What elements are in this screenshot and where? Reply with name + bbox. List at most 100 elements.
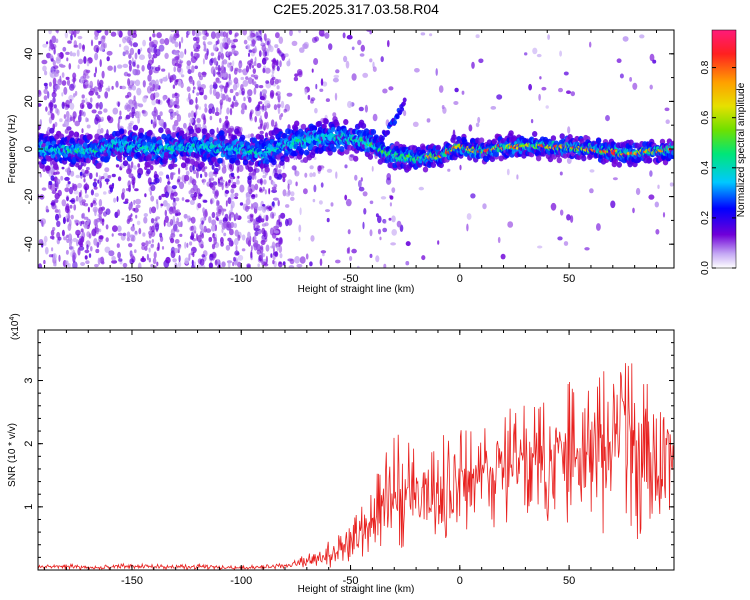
heatmap-cell xyxy=(545,105,549,109)
heatmap-cell xyxy=(49,107,53,114)
heatmap-cell xyxy=(48,254,54,258)
heatmap-cell xyxy=(95,227,100,233)
heatmap-cell xyxy=(475,122,480,128)
heatmap-cell xyxy=(260,200,265,209)
heatmap-cell xyxy=(263,122,268,128)
heatmap-cell xyxy=(516,174,519,180)
heatmap-cell xyxy=(589,169,595,173)
heatmap-cell xyxy=(271,61,275,70)
heatmap-cell xyxy=(135,198,142,205)
heatmap-cell xyxy=(259,245,264,251)
heatmap-cell xyxy=(72,76,76,85)
heatmap-cell xyxy=(639,34,645,39)
heatmap-cell xyxy=(232,83,238,91)
heatmap-cell xyxy=(325,98,330,102)
heatmap-cell xyxy=(50,229,55,236)
heatmap-cell xyxy=(142,80,146,88)
heatmap-cell xyxy=(176,59,179,64)
heatmap-cell xyxy=(231,60,235,67)
heatmap-cell xyxy=(117,101,120,108)
heatmap-cell xyxy=(311,68,314,73)
heatmap-cell xyxy=(101,70,105,79)
heatmap-cell xyxy=(181,36,184,44)
heatmap-cell xyxy=(227,197,232,205)
heatmap-cell xyxy=(156,32,162,39)
heatmap-cell xyxy=(189,99,194,105)
heatmap-cell xyxy=(294,170,300,177)
heatmap-cell xyxy=(209,253,214,261)
heatmap-cell xyxy=(188,190,193,195)
heatmap-cell xyxy=(162,95,166,101)
heatmap-cell xyxy=(250,133,254,138)
heatmap-cell xyxy=(235,212,238,220)
heatmap-cell xyxy=(119,110,122,116)
heatmap-cell xyxy=(106,56,110,62)
heatmap-cell xyxy=(133,165,137,170)
heatmap-cell xyxy=(204,166,208,170)
heatmap-cell xyxy=(371,165,374,172)
heatmap-cell xyxy=(148,240,152,245)
heatmap-cell xyxy=(141,65,145,72)
heatmap-cell xyxy=(178,255,181,263)
heatmap-cell xyxy=(142,232,146,237)
heatmap-cell xyxy=(317,165,322,172)
heatmap-cell xyxy=(75,229,81,236)
heatmap-cell xyxy=(49,127,55,134)
heatmap-cell xyxy=(46,41,49,45)
heatmap-cell xyxy=(382,227,388,233)
heatmap-cell xyxy=(321,123,327,130)
heatmap-cell xyxy=(277,237,283,244)
heatmap-cell xyxy=(391,215,396,223)
heatmap-cell xyxy=(80,228,84,233)
heatmap-cell xyxy=(294,255,300,264)
heatmap-cell xyxy=(100,176,105,180)
heatmap-cell xyxy=(136,220,141,226)
heatmap-cell xyxy=(429,33,433,37)
heatmap-cell xyxy=(41,59,48,65)
heatmap-cell xyxy=(38,103,42,107)
heatmap-cell xyxy=(191,259,194,266)
heatmap-cell xyxy=(53,172,57,176)
heatmap-cell xyxy=(218,67,222,71)
heatmap-cell xyxy=(128,112,133,118)
heatmap-cell xyxy=(320,250,327,254)
heatmap-cell xyxy=(137,111,141,119)
heatmap-cell xyxy=(190,250,193,254)
heatmap-cell xyxy=(138,227,142,235)
heatmap-cell xyxy=(125,50,129,55)
heatmap-cell xyxy=(118,258,123,262)
heatmap-cell xyxy=(332,77,339,83)
heatmap-cell xyxy=(193,86,196,90)
heatmap-cell xyxy=(96,162,102,169)
heatmap-cell xyxy=(326,168,333,173)
heatmap-cell xyxy=(212,135,216,139)
heatmap-cell xyxy=(279,253,283,259)
heatmap-cell xyxy=(208,108,213,114)
heatmap-cell xyxy=(51,91,57,98)
heatmap-cell xyxy=(293,125,299,132)
heatmap-cell xyxy=(204,107,208,113)
heatmap-cell xyxy=(205,133,211,139)
heatmap-cell xyxy=(180,74,185,78)
heatmap-cell xyxy=(222,31,227,38)
heatmap-cell xyxy=(78,138,85,145)
heatmap-cell xyxy=(76,49,80,57)
heatmap-cell xyxy=(173,50,180,56)
heatmap-cell xyxy=(471,61,475,69)
heatmap-cell xyxy=(475,34,480,39)
heatmap-cell xyxy=(94,263,99,268)
heatmap-cell xyxy=(214,259,218,266)
heatmap-cell xyxy=(113,65,117,73)
heatmap-cell xyxy=(95,102,99,109)
heatmap-cell xyxy=(79,102,85,110)
heatmap-cell xyxy=(173,205,176,210)
heatmap-cell xyxy=(191,179,197,186)
heatmap-cell xyxy=(635,187,641,196)
heatmap-cell xyxy=(43,259,46,265)
heatmap-cell xyxy=(85,182,88,186)
heatmap-cell xyxy=(541,86,547,91)
heatmap-cell xyxy=(164,215,169,223)
heatmap-cell xyxy=(231,45,237,49)
heatmap-cell xyxy=(186,60,192,66)
heatmap-cell xyxy=(117,232,123,236)
